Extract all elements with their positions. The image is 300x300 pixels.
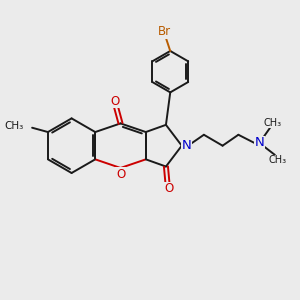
Text: O: O	[116, 168, 125, 181]
Text: N: N	[254, 136, 264, 149]
Text: Br: Br	[158, 25, 171, 38]
Text: N: N	[182, 139, 192, 152]
Text: CH₃: CH₃	[264, 118, 282, 128]
Text: O: O	[164, 182, 173, 195]
Text: CH₃: CH₃	[269, 155, 287, 165]
Text: O: O	[110, 95, 119, 108]
Text: CH₃: CH₃	[5, 121, 24, 131]
